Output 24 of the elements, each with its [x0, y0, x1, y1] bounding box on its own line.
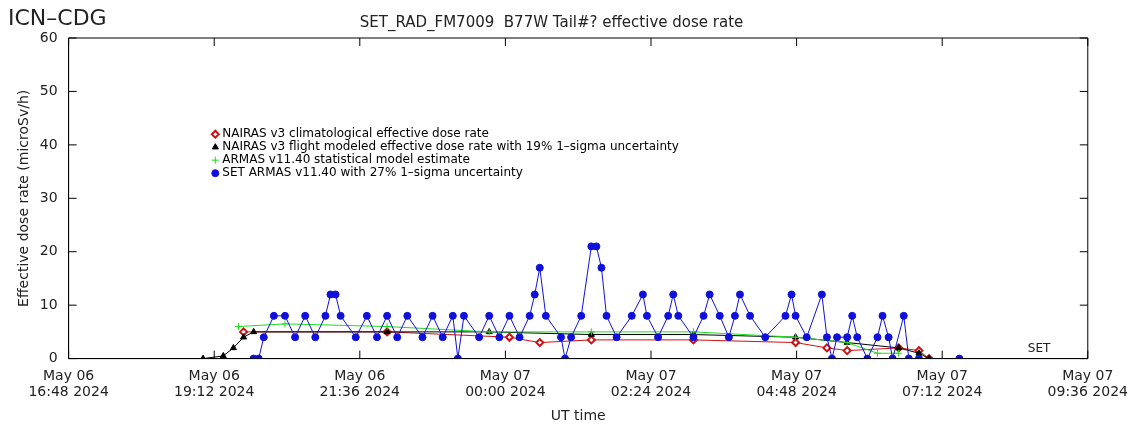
y-tick-label: 40: [39, 135, 58, 152]
legend-label: NAIRAS v3 climatological effective dose rate: [222, 126, 489, 141]
x-tick-label: May 06 21:36 2024: [319, 366, 401, 400]
legend-label: ARMAS v11.40 statistical model estimate: [222, 152, 470, 167]
y-tick-label: 60: [39, 28, 58, 45]
chart-subtitle: ICN–CDG: [8, 4, 107, 30]
legend-label: NAIRAS v3 flight modeled effective dose rate with 19% 1–sigma uncertainty: [222, 139, 679, 154]
y-tick-label: 30: [39, 188, 58, 205]
y-tick-label: 10: [39, 295, 58, 312]
y-tick-label: 20: [39, 242, 58, 259]
x-tick-label: May 06 16:48 2024: [28, 366, 109, 400]
x-tick-label: May 07 07:12 2024: [901, 366, 983, 400]
annotation: SET: [1027, 340, 1051, 355]
x-tick-label: May 06 19:12 2024: [173, 366, 255, 400]
chart-title: SET_RAD_FM7009 B77W Tail#? effective dose rate: [359, 12, 744, 32]
x-tick-label: May 07 04:48 2024: [756, 366, 837, 400]
x-tick-label: May 07 09:36 2024: [1047, 366, 1129, 400]
x-tick-label: May 07 02:24 2024: [610, 366, 692, 400]
y-tick-label: 0: [48, 349, 58, 366]
x-axis-title: UT time: [550, 407, 606, 424]
legend-label: SET ARMAS v11.40 with 27% 1–sigma uncertainty: [222, 165, 523, 180]
y-tick-label: 50: [39, 82, 58, 99]
x-tick-label: May 07 00:00 2024: [465, 366, 546, 400]
y-axis-title: Effective dose rate (microSv/h): [15, 89, 32, 307]
